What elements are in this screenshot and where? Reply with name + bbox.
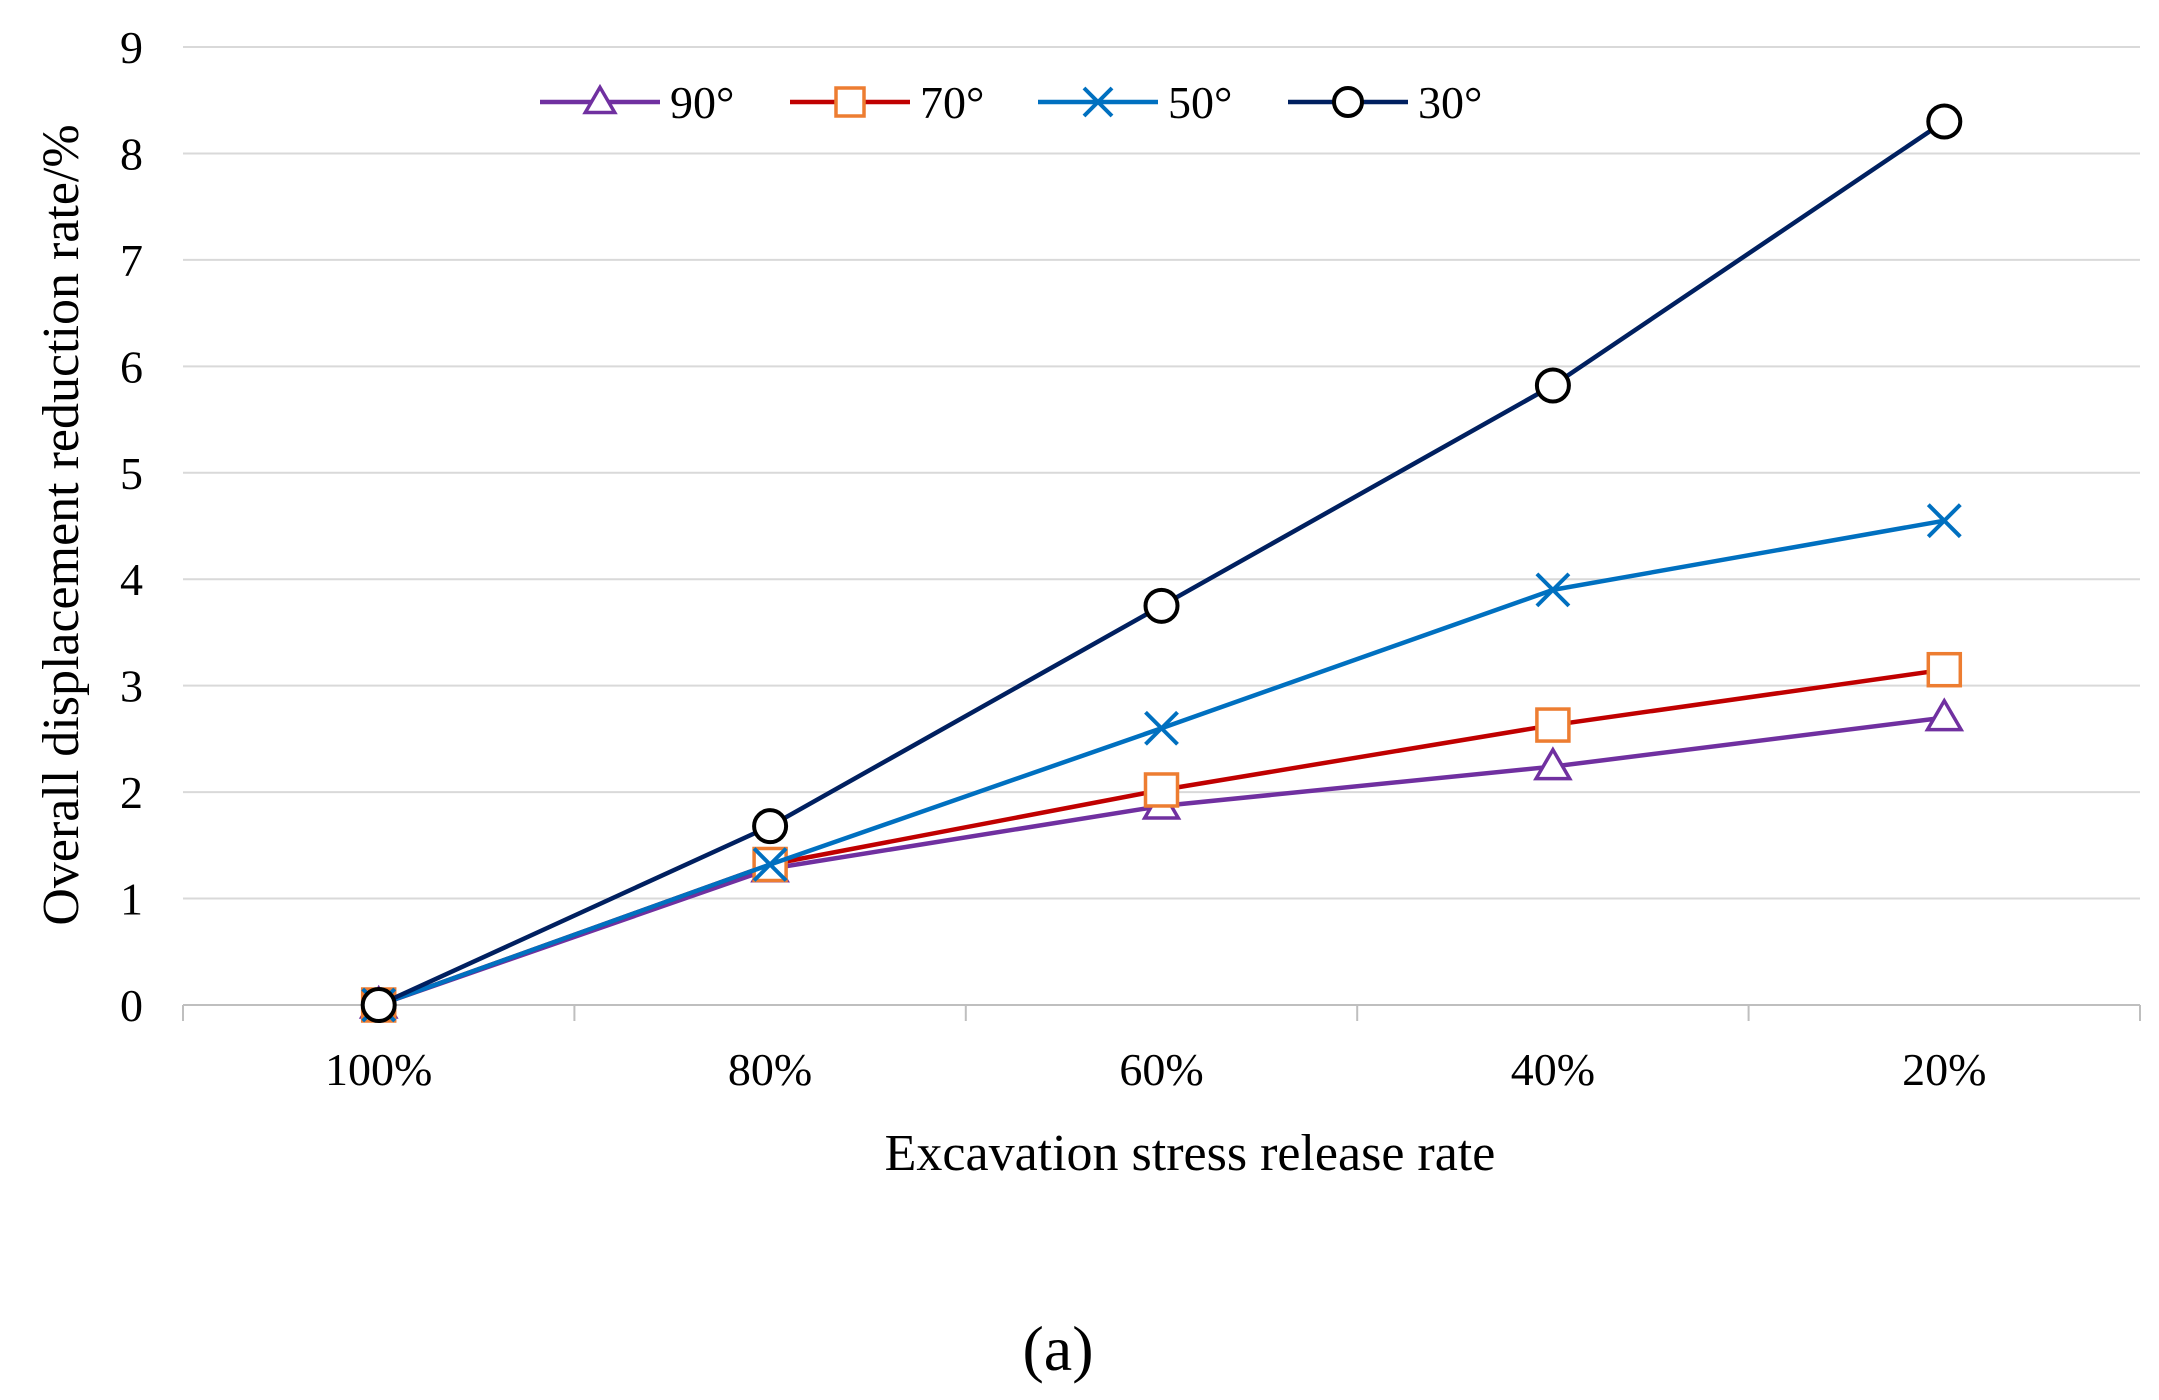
y-tick-label-8: 8 bbox=[120, 128, 143, 179]
x-tick-label-20pct: 20% bbox=[1902, 1044, 1986, 1095]
data-point-30deg-1 bbox=[752, 808, 789, 845]
data-point-70deg-3 bbox=[1535, 707, 1571, 743]
legend-marker-70deg bbox=[834, 86, 866, 118]
series-90deg bbox=[358, 697, 1965, 1019]
legend-entry-70deg: 70° bbox=[790, 77, 984, 128]
data-point-50deg-2 bbox=[1144, 710, 1179, 746]
series-line-70deg bbox=[377, 667, 1945, 1008]
legend-label-50deg: 50° bbox=[1168, 77, 1232, 128]
data-point-70deg-2 bbox=[1143, 772, 1180, 808]
y-tick-label-9: 9 bbox=[120, 22, 143, 73]
data-point-50deg-4 bbox=[1926, 503, 1962, 539]
data-point-90deg-3 bbox=[1533, 746, 1573, 781]
series bbox=[358, 103, 1965, 1023]
series-line-90deg bbox=[377, 715, 1945, 1008]
y-axis-title: Overall displacement reduction rate/% bbox=[33, 124, 90, 925]
data-point-30deg-0 bbox=[360, 987, 397, 1023]
x-tick-label-40pct: 40% bbox=[1511, 1044, 1595, 1095]
legend-entry-50deg: 50° bbox=[1038, 77, 1232, 128]
legend: 90° 70° 50° 30° bbox=[540, 77, 1482, 128]
figure-caption: (a) bbox=[1022, 1313, 1093, 1384]
legend-label-90deg: 90° bbox=[670, 77, 734, 128]
data-point-50deg-3 bbox=[1535, 572, 1571, 608]
data-point-50deg-1-stroke-b bbox=[752, 847, 788, 882]
y-tick-label-4: 4 bbox=[120, 554, 143, 605]
legend-label-30deg: 30° bbox=[1418, 77, 1482, 128]
x-axis-title: Excavation stress release rate bbox=[885, 1125, 1496, 1182]
data-point-30deg-3 bbox=[1534, 367, 1571, 404]
axes: 0 1 2 3 4 5 6 7 8 9 100% 80% 60% 40% 20% bbox=[120, 22, 2141, 1095]
data-point-50deg-4-stroke-b bbox=[1926, 503, 1962, 539]
y-tick-label-7: 7 bbox=[120, 235, 143, 286]
gridlines bbox=[183, 46, 2140, 900]
data-point-50deg-3-stroke-b bbox=[1535, 572, 1571, 608]
data-point-50deg-2-stroke-b bbox=[1144, 710, 1179, 746]
y-tick-label-5: 5 bbox=[120, 448, 143, 499]
legend-marker-50deg bbox=[1082, 86, 1114, 118]
legend-marker-90deg bbox=[582, 83, 618, 115]
data-point-50deg-1 bbox=[752, 847, 788, 882]
series-50deg bbox=[361, 503, 1962, 1023]
legend-marker-50deg-stroke-b bbox=[1082, 86, 1114, 118]
series-30deg bbox=[360, 103, 1963, 1023]
legend-entry-90deg: 90° bbox=[540, 77, 734, 128]
x-tick-label-80pct: 80% bbox=[728, 1044, 812, 1095]
series-70deg bbox=[360, 651, 1963, 1023]
y-tick-label-2: 2 bbox=[120, 767, 143, 818]
legend-label-70deg: 70° bbox=[920, 77, 984, 128]
y-tick-label-1: 1 bbox=[120, 874, 143, 925]
legend-marker-30deg bbox=[1332, 86, 1364, 118]
legend-entry-30deg: 30° bbox=[1288, 77, 1482, 128]
data-point-70deg-4 bbox=[1926, 651, 1963, 688]
data-point-90deg-4 bbox=[1924, 697, 1965, 732]
y-tick-label-0: 0 bbox=[120, 980, 143, 1031]
x-tick-label-60pct: 60% bbox=[1119, 1044, 1203, 1095]
data-point-30deg-4 bbox=[1926, 103, 1963, 140]
y-tick-label-3: 3 bbox=[120, 661, 143, 712]
y-tick-label-6: 6 bbox=[120, 341, 143, 392]
x-tick-label-100pct: 100% bbox=[325, 1044, 432, 1095]
data-point-30deg-2 bbox=[1143, 587, 1180, 624]
